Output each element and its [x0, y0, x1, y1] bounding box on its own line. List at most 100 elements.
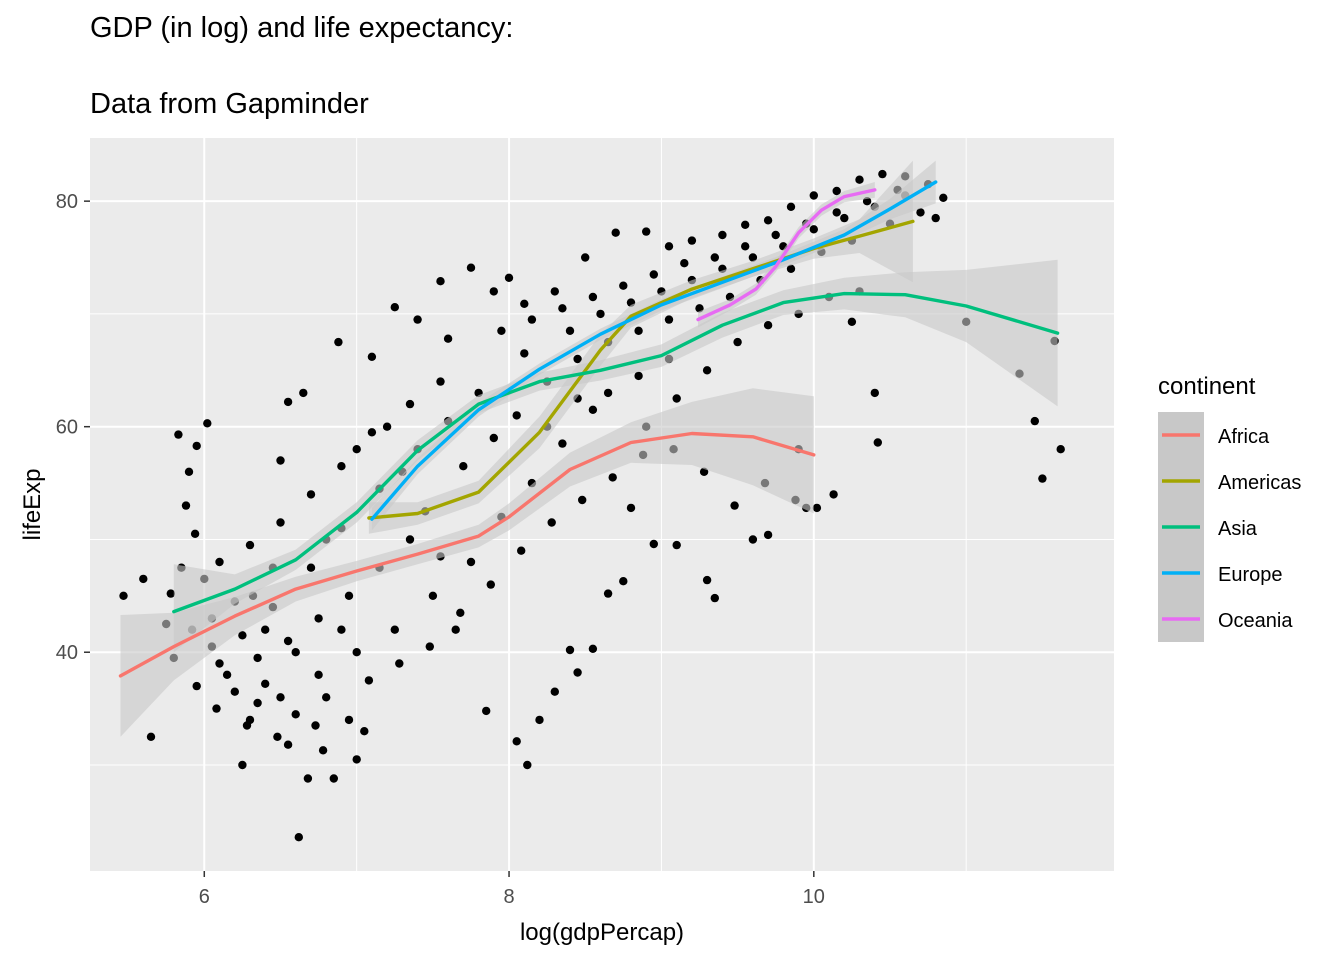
legend-label: Asia: [1218, 518, 1258, 540]
x-axis: 6 8 10: [199, 871, 825, 908]
data-point: [174, 430, 183, 439]
data-point: [870, 388, 879, 398]
data-point: [550, 287, 559, 296]
data-point: [119, 591, 128, 600]
data-point: [482, 706, 491, 716]
data-point: [588, 644, 598, 653]
data-point: [763, 216, 773, 225]
data-point: [405, 399, 415, 409]
data-point: [181, 501, 191, 510]
data-point: [306, 490, 316, 499]
data-point: [352, 648, 361, 657]
data-point: [192, 681, 201, 691]
data-point: [1038, 474, 1047, 483]
legend-item-africa: Africa: [1158, 412, 1270, 458]
data-point: [364, 676, 374, 685]
legend-label: Oceania: [1218, 610, 1293, 632]
data-point: [367, 352, 377, 361]
y-axis-title: lifeExp: [19, 468, 46, 540]
data-point: [146, 732, 156, 741]
data-point: [642, 227, 651, 236]
data-point: [166, 589, 175, 598]
data-point: [253, 698, 262, 708]
data-point: [573, 668, 582, 677]
data-point: [523, 760, 532, 770]
data-point: [809, 191, 818, 200]
data-point: [916, 208, 925, 217]
data-point: [486, 580, 495, 589]
data-point: [314, 614, 323, 623]
data-point: [1056, 445, 1065, 454]
data-point: [664, 242, 674, 251]
data-point: [832, 186, 841, 196]
legend-title: continent: [1158, 373, 1256, 400]
data-point: [596, 309, 605, 319]
data-point: [261, 679, 270, 688]
data-point: [395, 659, 404, 668]
data-point: [634, 371, 643, 381]
data-point: [680, 259, 689, 268]
ribbon-americas: [368, 160, 913, 534]
data-point: [456, 608, 465, 617]
data-point: [588, 405, 598, 414]
legend: continent Africa Americas Asia Europe Oceani…: [1158, 373, 1301, 642]
data-point: [311, 721, 320, 730]
data-point: [276, 693, 285, 702]
data-point: [253, 653, 262, 663]
data-point: [931, 213, 940, 223]
data-point: [558, 439, 567, 448]
data-point: [855, 175, 864, 184]
data-point: [603, 589, 613, 598]
data-point: [672, 540, 681, 550]
data-point: [687, 236, 697, 245]
data-point: [588, 292, 598, 302]
data-point: [1030, 416, 1040, 426]
data-point: [626, 503, 636, 513]
legend-label: Europe: [1218, 564, 1283, 586]
data-point: [840, 213, 849, 223]
data-point: [291, 710, 300, 719]
data-point: [337, 625, 346, 634]
data-point: [573, 354, 582, 364]
data-point: [634, 326, 643, 335]
data-point: [741, 242, 750, 251]
data-point: [329, 774, 338, 783]
data-point: [763, 321, 773, 330]
data-point: [512, 737, 521, 746]
ribbon-oceania: [698, 182, 875, 328]
plot-panel: [90, 138, 1114, 871]
data-point: [847, 317, 857, 326]
legend-label: Africa: [1218, 426, 1270, 448]
data-point: [558, 304, 567, 313]
ribbon-europe: [371, 160, 936, 531]
data-point: [273, 732, 282, 741]
data-point: [238, 631, 247, 640]
data-point: [578, 495, 587, 505]
data-point: [294, 833, 303, 842]
data-point: [314, 670, 323, 679]
data-point: [322, 693, 331, 702]
data-point: [809, 225, 818, 234]
y-tick-label: 80: [56, 191, 78, 213]
data-point: [192, 441, 201, 451]
data-point: [390, 303, 399, 312]
data-point: [352, 755, 361, 764]
data-point: [535, 715, 544, 725]
data-point: [190, 529, 200, 538]
data-point: [512, 411, 521, 420]
data-point: [299, 388, 308, 398]
data-point: [283, 636, 293, 646]
y-tick-label: 40: [56, 642, 78, 664]
legend-item-oceania: Oceania: [1158, 596, 1293, 642]
ribbon-asia: [173, 259, 1058, 653]
data-point: [352, 445, 361, 454]
data-point: [451, 625, 460, 634]
ribbons-layer: [120, 160, 1058, 737]
data-point: [730, 501, 739, 510]
data-point: [489, 433, 498, 443]
data-point: [466, 263, 476, 272]
x-tick-label: 10: [803, 886, 825, 908]
data-point: [436, 377, 445, 386]
data-point: [763, 530, 773, 540]
data-point: [466, 557, 476, 567]
